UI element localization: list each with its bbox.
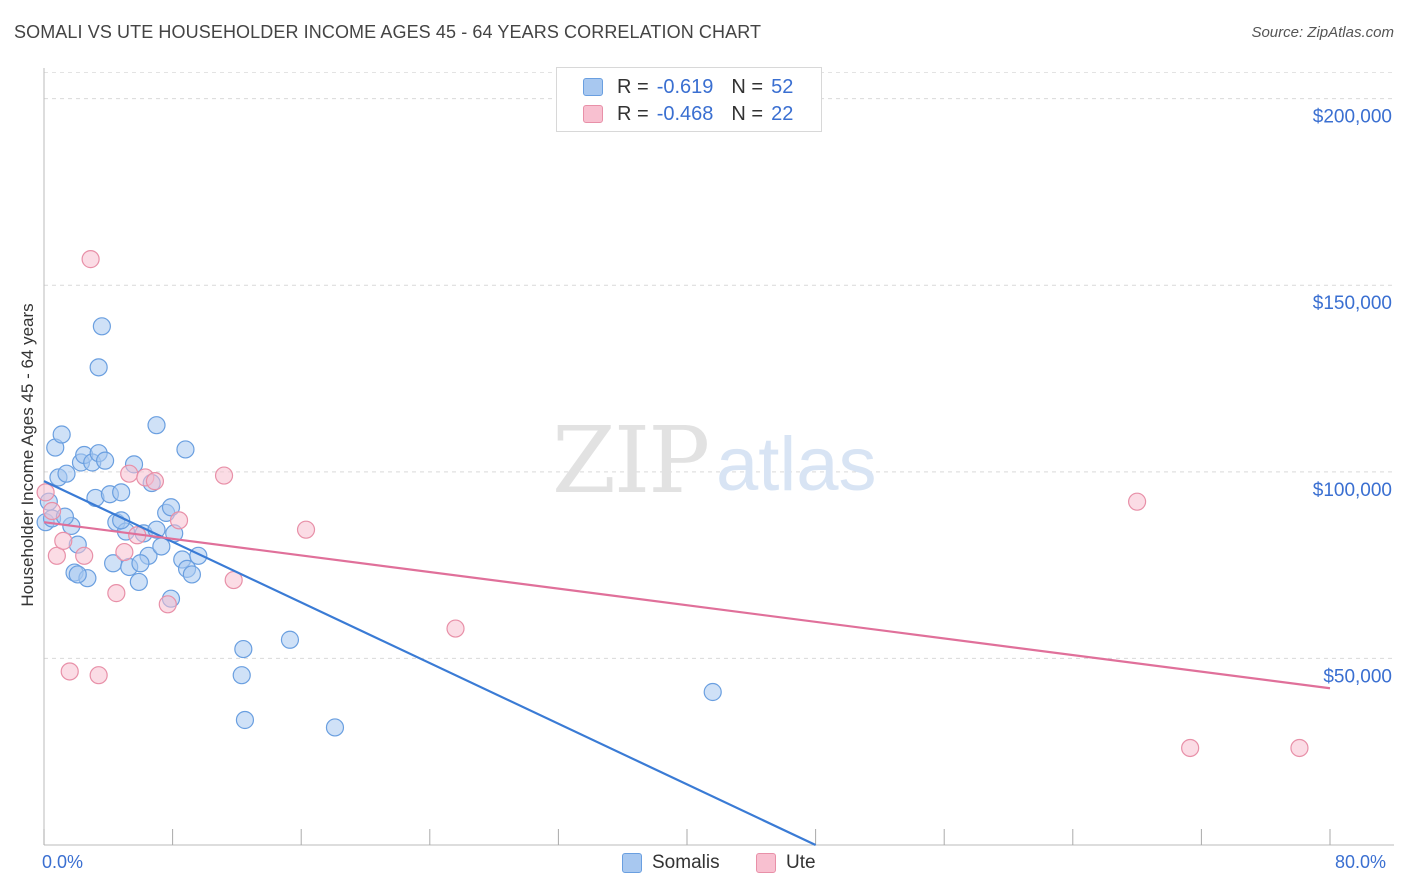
legend-r-value: -0.619 <box>656 75 714 98</box>
data-point <box>182 565 201 584</box>
bottom-legend-ute: Ute <box>756 852 816 874</box>
data-point <box>129 572 148 592</box>
data-point <box>214 466 234 485</box>
data-point <box>131 554 150 573</box>
data-point <box>1127 492 1147 511</box>
data-point <box>176 440 195 459</box>
watermark: ZIP atlas <box>552 407 877 514</box>
y-tick-label: $200,000 <box>1313 107 1392 128</box>
data-point <box>280 630 300 649</box>
data-point <box>95 451 115 470</box>
watermark-atlas: atlas <box>716 422 877 507</box>
grid-lines <box>44 72 1394 659</box>
data-point <box>57 464 76 483</box>
data-point <box>232 666 251 685</box>
data-point <box>296 520 316 539</box>
data-point <box>89 358 108 377</box>
legend-r-value: -0.468 <box>656 102 714 125</box>
legend-r-label: R = <box>617 75 649 98</box>
legend: R = -0.619 N = 52 R = -0.468 N = 22 <box>556 67 822 132</box>
data-point <box>325 718 345 737</box>
data-point <box>68 565 87 584</box>
bottom-legend-swatch-ute <box>756 853 776 873</box>
y-tick-label: $150,000 <box>1313 293 1392 314</box>
series-ute <box>36 250 1309 758</box>
bottom-legend-swatch-somalis <box>622 853 642 873</box>
data-point <box>75 546 94 565</box>
data-point <box>169 511 189 530</box>
data-point <box>120 464 139 483</box>
data-point <box>158 595 177 614</box>
bottom-legend-somalis: Somalis <box>622 852 720 874</box>
x-tick-label-min: 0.0% <box>42 852 84 872</box>
data-point <box>42 501 62 521</box>
bottom-legend-label-somalis: Somalis <box>652 852 720 873</box>
legend-swatch-ute <box>583 105 603 123</box>
data-point <box>703 682 722 702</box>
data-point <box>145 472 165 491</box>
data-point <box>81 250 100 269</box>
data-point <box>147 416 166 435</box>
trend-line <box>43 480 817 846</box>
data-point <box>54 531 73 550</box>
legend-swatch-somalis <box>583 78 603 96</box>
legend-n-value: 52 <box>771 75 794 98</box>
trend-line <box>43 521 1331 690</box>
x-tick-label-max: 80.0% <box>1335 852 1387 872</box>
data-point <box>1181 738 1200 758</box>
data-point <box>52 425 71 444</box>
data-point <box>115 542 134 562</box>
legend-n-label: N = <box>731 102 764 125</box>
data-point <box>235 710 255 730</box>
chart-title: SOMALI VS UTE HOUSEHOLDER INCOME AGES 45… <box>14 22 762 42</box>
source-label: Source: ZipAtlas.com <box>1251 24 1394 41</box>
data-point <box>234 639 253 659</box>
legend-n-label: N = <box>731 75 764 98</box>
data-point <box>92 317 111 336</box>
data-point <box>1290 738 1309 758</box>
legend-n-value: 22 <box>771 102 794 125</box>
bottom-legend-label-ute: Ute <box>786 852 816 873</box>
data-point <box>36 483 55 502</box>
legend-r-label: R = <box>617 102 649 125</box>
trend-lines <box>43 480 1331 846</box>
legend-row-somalis: R = -0.619 N = 52 <box>583 74 793 100</box>
data-point <box>107 584 126 603</box>
y-tick-label: $50,000 <box>1323 666 1392 687</box>
watermark-zip: ZIP <box>552 407 708 514</box>
y-tick-labels: $50,000 $100,000 $150,000 $200,000 <box>1313 107 1392 688</box>
data-point <box>60 662 79 681</box>
data-point <box>112 483 131 502</box>
data-point <box>89 666 108 685</box>
data-point <box>161 498 181 517</box>
legend-row-ute: R = -0.468 N = 22 <box>583 101 793 127</box>
y-tick-label: $100,000 <box>1313 480 1392 501</box>
axes <box>43 68 1394 846</box>
data-point <box>446 619 465 638</box>
